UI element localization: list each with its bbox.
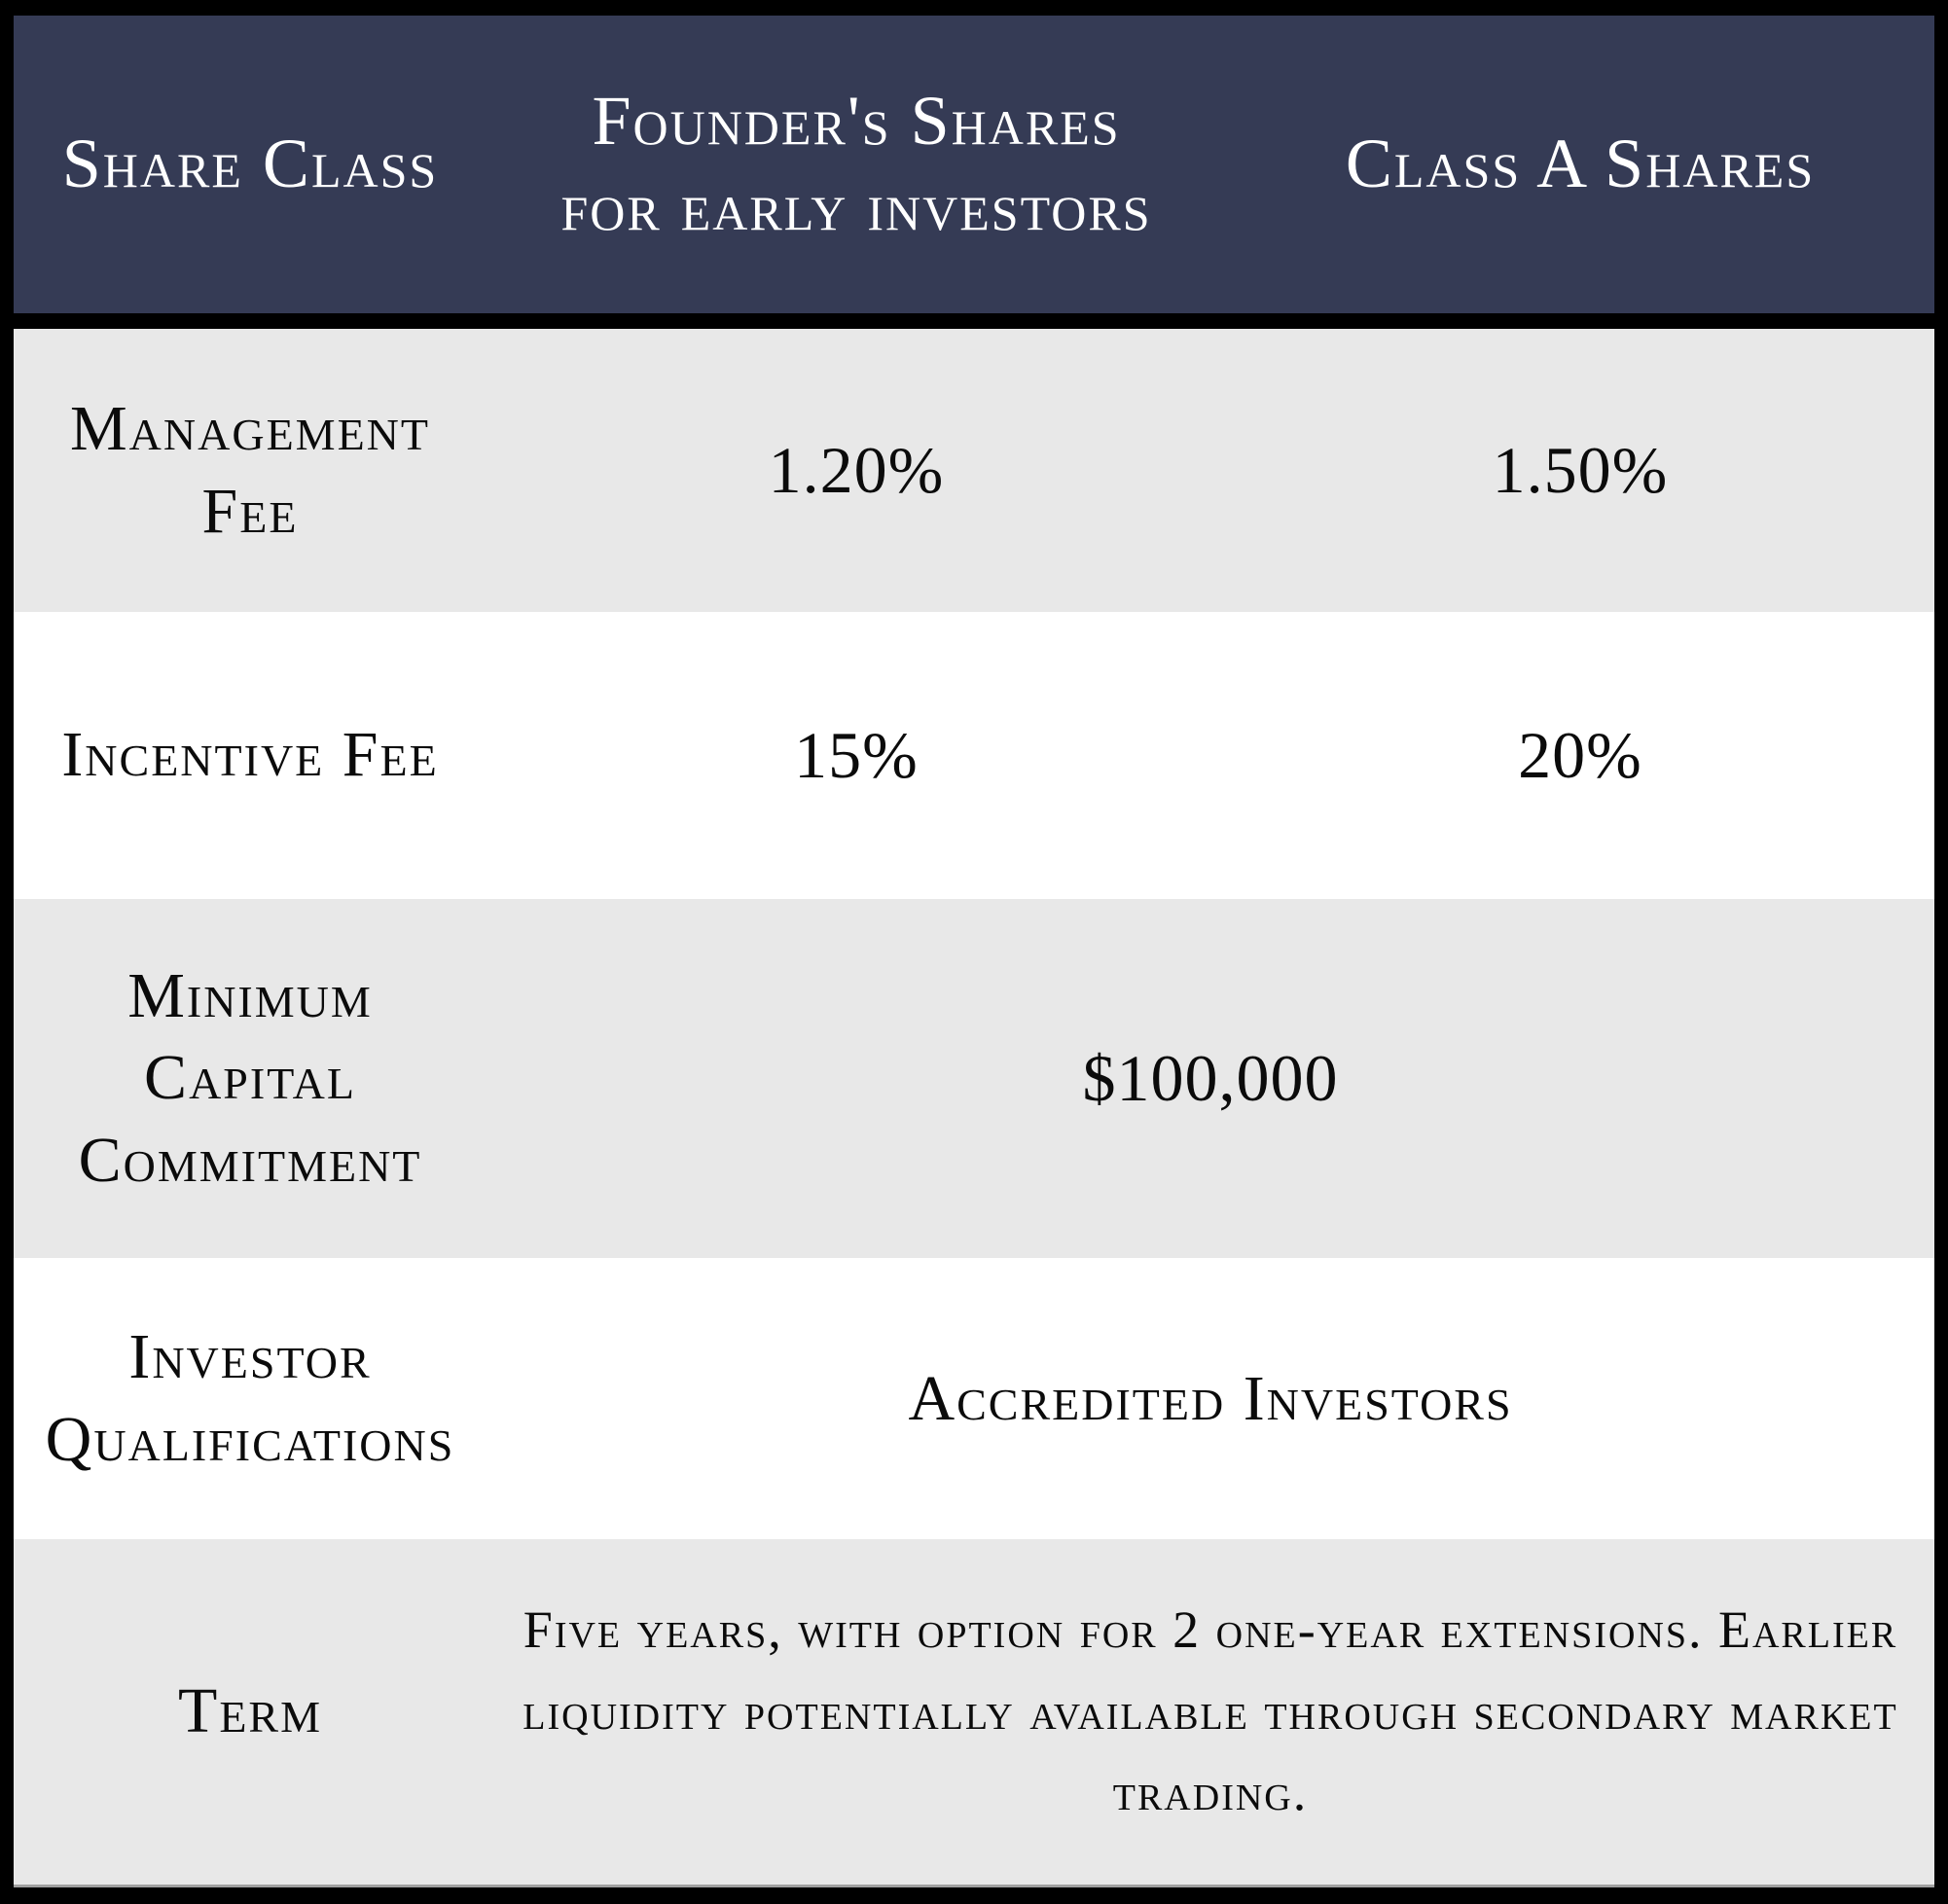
row-management-fee: Management Fee 1.20% 1.50% <box>14 329 1934 612</box>
incentive-fee-founders-value: 15% <box>794 718 919 792</box>
minimum-capital-commitment-value: $100,000 <box>1082 1041 1339 1115</box>
row-label-term: Term <box>178 1675 322 1747</box>
row-label-minimum-capital-commitment: Minimum Capital Commitment <box>78 959 422 1196</box>
row-label-incentive-fee: Incentive Fee <box>61 719 439 791</box>
header-cell-founders-shares: Founder's Shares for early investors <box>487 79 1226 250</box>
management-fee-class-a-value: 1.50% <box>1492 433 1669 507</box>
header-cell-class-a-shares: Class A Shares <box>1226 122 1934 207</box>
row-investor-qualifications: Investor Qualifications Accredited Inves… <box>14 1258 1934 1539</box>
row-minimum-capital-commitment: Minimum Capital Commitment $100,000 <box>14 899 1934 1258</box>
row-label-management-fee: Management Fee <box>70 393 430 547</box>
term-value: Five years, with option for 2 one-year e… <box>523 1599 1898 1822</box>
investor-qualifications-value: Accredited Investors <box>908 1362 1513 1434</box>
header-label-share-class: Share Class <box>61 125 439 203</box>
header-label-class-a-shares: Class A Shares <box>1345 125 1816 203</box>
header-label-founders-shares-line2: for early investors <box>560 167 1152 245</box>
management-fee-founders-value: 1.20% <box>768 433 945 507</box>
row-label-investor-qualifications: Investor Qualifications <box>45 1321 455 1475</box>
header-cell-share-class: Share Class <box>14 122 487 207</box>
header-label-founders-shares-line1: Founder's Shares <box>592 82 1121 161</box>
table-header: Share Class Founder's Shares for early i… <box>14 16 1934 313</box>
row-incentive-fee: Incentive Fee 15% 20% <box>14 612 1934 899</box>
incentive-fee-class-a-value: 20% <box>1518 718 1642 792</box>
row-term: Term Five years, with option for 2 one-y… <box>14 1539 1934 1887</box>
